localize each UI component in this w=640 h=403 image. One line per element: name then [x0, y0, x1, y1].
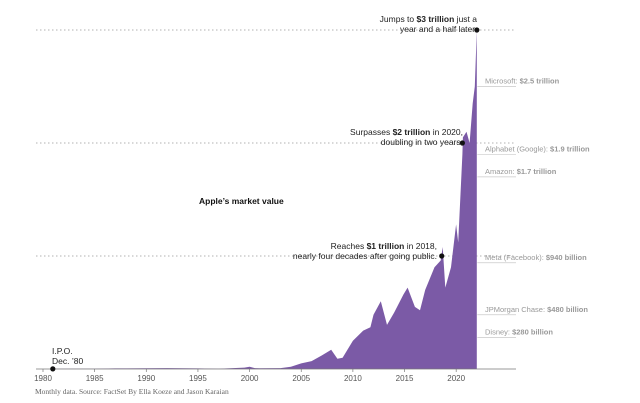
ipo-label: Dec. ’80	[52, 356, 83, 366]
comparison-label: JPMorgan Chase: $480 billion	[485, 305, 588, 314]
comparison-label: Alphabet (Google): $1.9 trillion	[485, 144, 590, 153]
milestone-label: Jumps to $3 trillion just a	[380, 14, 478, 24]
annotations: I.P.O.Dec. ’80 Reaches $1 trillion in 201…	[50, 14, 480, 372]
ipo-dot	[50, 366, 56, 372]
comparison-label: Microsoft: $2.5 trillion	[485, 77, 560, 86]
comparison-label: Disney: $280 billion	[485, 327, 553, 336]
x-tick-label: 1995	[189, 374, 207, 383]
x-tick-label: 2015	[396, 374, 414, 383]
milestone-label: Surpasses $2 trillion in 2020,	[350, 127, 463, 137]
milestone-label: Reaches $1 trillion in 2018,	[331, 241, 437, 251]
x-tick-label: 1980	[34, 374, 52, 383]
ipo-label: I.P.O.	[52, 346, 73, 356]
market-value-area	[52, 30, 477, 369]
x-tick-label: 1985	[86, 374, 104, 383]
chart-title: Apple’s market value	[199, 196, 284, 206]
footer-credit: Monthly data. Source: FactSet By Ella Ko…	[35, 387, 229, 396]
milestone-dot	[439, 253, 445, 259]
comparison-label: Meta (Facebook): $940 billion	[485, 253, 587, 262]
comparison-label: Amazon: $1.7 trillion	[485, 167, 557, 176]
milestone-dot	[474, 27, 480, 33]
milestone-label: year and a half later.	[400, 24, 477, 34]
x-tick-label: 2010	[344, 374, 362, 383]
comparison-labels: Microsoft: $2.5 trillion Alphabet (Google…	[485, 77, 590, 337]
milestone-label: doubling in two years.	[381, 137, 463, 147]
x-tick-label: 2005	[292, 374, 310, 383]
x-tick-label: 2000	[241, 374, 259, 383]
x-tick-label: 1990	[137, 374, 155, 383]
x-axis: 1980 1985 1990 1995 2000 2005 2010 2015 2020	[34, 369, 466, 383]
milestone-label: nearly four decades after going public.	[293, 251, 437, 261]
milestone-dot	[459, 140, 465, 146]
x-tick-label: 2020	[447, 374, 465, 383]
